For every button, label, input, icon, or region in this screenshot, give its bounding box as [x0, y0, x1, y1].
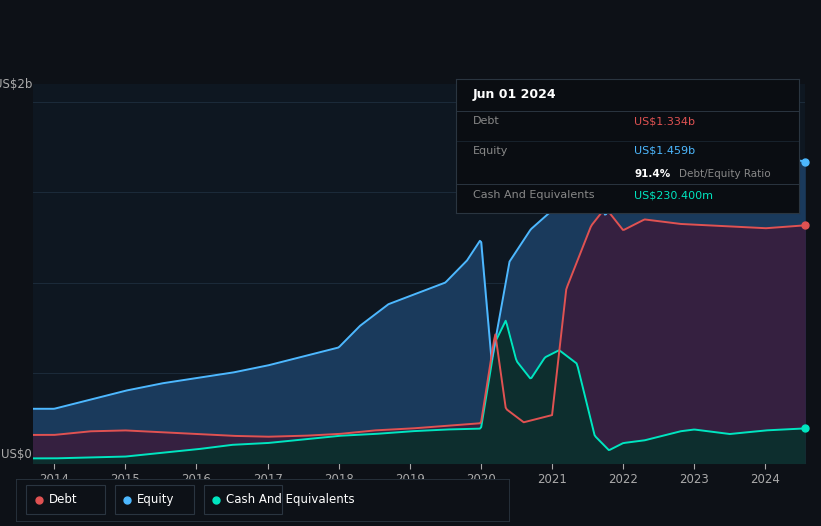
Text: US$1.334b: US$1.334b: [634, 116, 695, 126]
Text: Debt: Debt: [48, 493, 77, 506]
Text: 91.4%: 91.4%: [634, 169, 671, 179]
Text: US$2b: US$2b: [0, 78, 32, 90]
Text: US$230.400m: US$230.400m: [634, 190, 713, 200]
Text: Debt: Debt: [473, 116, 499, 126]
Text: US$1.459b: US$1.459b: [634, 146, 695, 156]
Text: Equity: Equity: [137, 493, 175, 506]
Text: Jun 01 2024: Jun 01 2024: [473, 88, 557, 102]
Text: US$0: US$0: [2, 448, 32, 461]
Text: Cash And Equivalents: Cash And Equivalents: [473, 190, 594, 200]
Text: Cash And Equivalents: Cash And Equivalents: [226, 493, 355, 506]
Text: Equity: Equity: [473, 146, 508, 156]
Text: Debt/Equity Ratio: Debt/Equity Ratio: [679, 169, 770, 179]
